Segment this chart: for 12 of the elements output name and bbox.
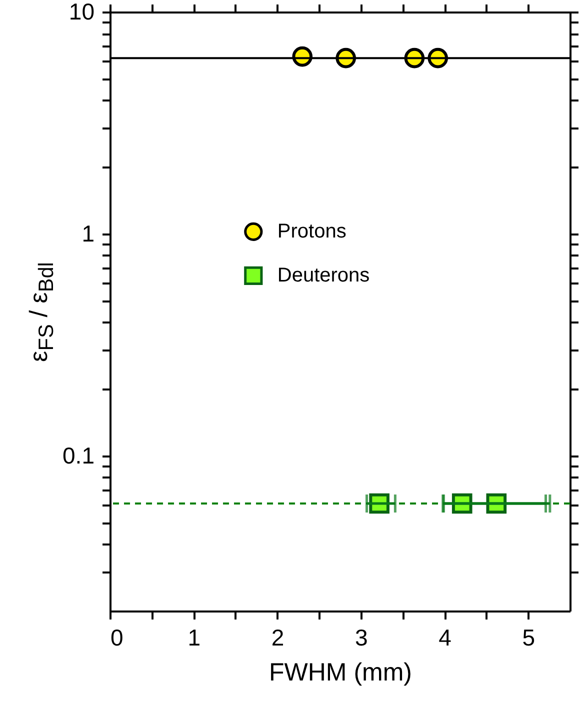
x-axis-title: FWHM (mm)	[269, 658, 412, 686]
x-tick-label: 1	[188, 624, 201, 650]
x-tick-label: 5	[522, 624, 536, 650]
legend-label: Deuterons	[277, 264, 370, 287]
legend-label: Protons	[277, 220, 346, 243]
x-tick-label: 3	[355, 624, 368, 650]
y-tick-label: 0.1	[62, 442, 94, 468]
x-tick-label: 4	[438, 624, 452, 650]
x-tick-label: 0	[110, 624, 124, 650]
y-tick-label: 1	[82, 220, 94, 246]
x-tick-label: 2	[271, 624, 284, 650]
y-tick-label: 10	[68, 0, 94, 24]
